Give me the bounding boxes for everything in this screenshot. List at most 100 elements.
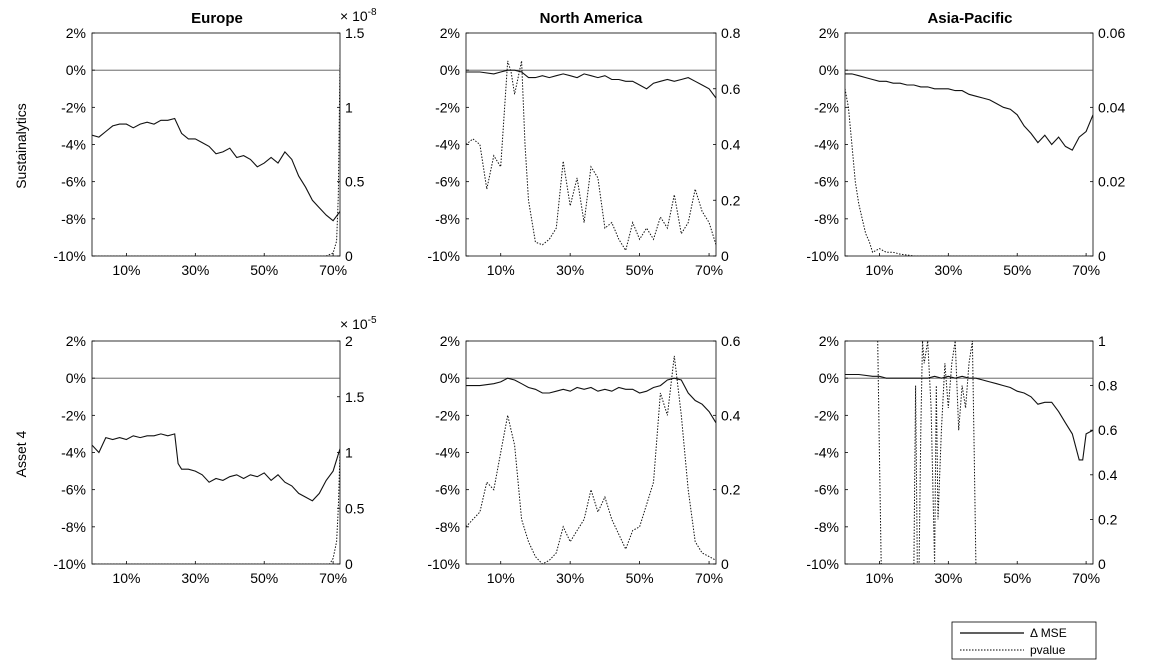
left-tick-label: 0%: [66, 370, 86, 386]
column-title-europe: Europe: [191, 10, 243, 27]
x-tick-label: 30%: [556, 570, 584, 586]
right-tick-label: 0.04: [1098, 99, 1125, 115]
right-tick-label: 0: [721, 556, 729, 572]
row-label-asset-4: Asset 4: [13, 430, 29, 477]
plot-area: [844, 32, 1094, 257]
right-tick-label: 0.4: [1098, 467, 1118, 483]
x-tick-label: 50%: [626, 262, 654, 278]
x-tick-label: 50%: [1003, 570, 1031, 586]
x-tick-label: 50%: [1003, 262, 1031, 278]
left-tick-label: -10%: [53, 248, 86, 264]
series-line-delta-mse: [466, 377, 716, 424]
left-tick-label: -8%: [814, 211, 839, 227]
left-tick-label: -4%: [814, 445, 839, 461]
panel-asset-4-asia-pacific: 2% 0% -2% -4% -6% -8% -10% 1 0.8 0.6 0.4 0.2 0 10% 30%…: [806, 333, 1117, 586]
right-tick-label: 0: [345, 556, 353, 572]
series-line-delta-mse: [845, 373, 1093, 461]
x-tick-label: 10%: [112, 570, 140, 586]
right-tick-label: 0.8: [1098, 378, 1118, 394]
x-tick-label: 70%: [1072, 570, 1100, 586]
x-tick-label: 10%: [487, 570, 515, 586]
left-tick-label: -10%: [427, 556, 460, 572]
legend-box: [951, 621, 1097, 660]
right-axis-exponent: -8: [368, 7, 377, 18]
left-tick-label: -8%: [435, 519, 460, 535]
left-tick-label: 2%: [440, 333, 460, 349]
right-tick-label: 0.6: [1098, 422, 1118, 438]
left-tick-label: -4%: [435, 137, 460, 153]
plot-area: [465, 32, 717, 257]
series-line-pvalue: [845, 88, 1093, 256]
panel-sustainalytics-north-america: 2% 0% -2% -4% -6% -8% -10% 0.8 0.6 0.4 0.2 0 10% 30% 5…: [427, 25, 740, 278]
x-tick-label: 70%: [319, 570, 347, 586]
x-tick-label: 50%: [250, 570, 278, 586]
series-line-pvalue: [92, 62, 340, 256]
right-tick-label: 0: [345, 248, 353, 264]
left-tick-label: 2%: [819, 333, 839, 349]
right-tick-label: 0.5: [345, 174, 365, 190]
legend-label-pvalue: pvalue: [1030, 643, 1066, 657]
right-tick-label: 0.02: [1098, 174, 1125, 190]
right-tick-label: 0.6: [721, 81, 741, 97]
left-tick-label: 0%: [440, 370, 460, 386]
legend: Δ MSE pvalue: [951, 621, 1097, 660]
series-line-pvalue: [466, 60, 716, 252]
x-tick-label: 30%: [181, 262, 209, 278]
left-tick-label: -10%: [53, 556, 86, 572]
left-tick-label: -6%: [61, 482, 86, 498]
column-title-asia-pacific: Asia-Pacific: [927, 10, 1012, 27]
series-line-delta-mse: [92, 117, 340, 222]
left-tick-label: 0%: [819, 62, 839, 78]
left-tick-label: -10%: [806, 556, 839, 572]
right-tick-label: 0.6: [721, 333, 741, 349]
left-tick-label: -8%: [61, 211, 86, 227]
right-tick-label: 2: [345, 333, 353, 349]
left-tick-label: 0%: [819, 370, 839, 386]
left-tick-label: 2%: [440, 25, 460, 41]
left-tick-label: 2%: [819, 25, 839, 41]
right-tick-label: 0.06: [1098, 25, 1125, 41]
right-axis-exponent: -5: [368, 315, 377, 326]
row-label-sustainalytics: Sustainalytics: [13, 103, 29, 189]
series-line-delta-mse: [845, 73, 1093, 151]
legend-label-delta-mse: Δ MSE: [1030, 626, 1067, 640]
left-tick-label: 2%: [66, 25, 86, 41]
left-tick-label: -10%: [427, 248, 460, 264]
x-tick-label: 50%: [626, 570, 654, 586]
right-tick-label: 0.2: [1098, 511, 1118, 527]
left-tick-label: 0%: [440, 62, 460, 78]
left-tick-label: -2%: [814, 99, 839, 115]
plot-area: [91, 32, 341, 257]
right-tick-label: 0: [1098, 556, 1106, 572]
right-tick-label: 1: [1098, 333, 1106, 349]
right-tick-label: 1: [345, 445, 353, 461]
series-line-pvalue: [877, 341, 977, 564]
left-tick-label: -8%: [435, 211, 460, 227]
x-tick-label: 70%: [695, 570, 723, 586]
series-line-pvalue: [466, 355, 716, 564]
column-title-north-america: North America: [540, 10, 643, 27]
plot-area: [465, 340, 717, 565]
left-tick-label: -6%: [61, 174, 86, 190]
panel-asset-4-europe: 2% 0% -2% -4% -6% -8% -10% 2 1.5 1 0.5 0 × 10-5 10% 30…: [53, 315, 377, 586]
x-tick-label: 30%: [181, 570, 209, 586]
plot-area: [91, 340, 341, 565]
right-tick-label: 0.4: [721, 407, 741, 423]
right-tick-label: 1: [345, 99, 353, 115]
left-tick-label: -6%: [435, 482, 460, 498]
right-tick-label: 1.5: [345, 25, 365, 41]
left-tick-label: -8%: [61, 519, 86, 535]
left-tick-label: 2%: [66, 333, 86, 349]
left-tick-label: -6%: [814, 174, 839, 190]
panel-sustainalytics-asia-pacific: 2% 0% -2% -4% -6% -8% -10% 0.06 0.04 0.02 0 10% 30% 5…: [806, 25, 1125, 278]
left-tick-label: -2%: [61, 99, 86, 115]
x-tick-label: 30%: [934, 262, 962, 278]
right-tick-label: 0: [1098, 248, 1106, 264]
panel-sustainalytics-europe: 2% 0% -2% -4% -6% -8% -10% 1.5 1 0.5 0 × 10-8 10% 30%…: [53, 7, 377, 278]
right-tick-label: 1.5: [345, 389, 365, 405]
left-tick-label: -2%: [814, 407, 839, 423]
left-tick-label: 0%: [66, 62, 86, 78]
right-tick-label: 0.2: [721, 482, 741, 498]
x-tick-label: 30%: [934, 570, 962, 586]
